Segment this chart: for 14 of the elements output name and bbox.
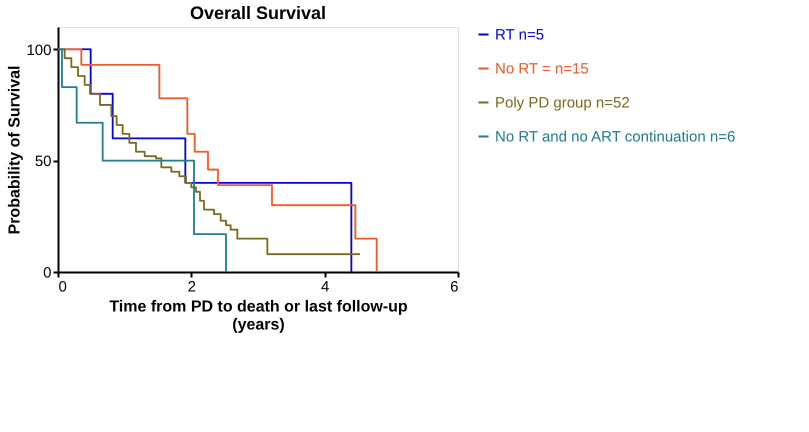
y-tick-label: 50 [34, 153, 52, 170]
chart-title: Overall Survival [190, 3, 326, 23]
legend-label: No RT and no ART continuation n=6 [495, 128, 736, 146]
x-tick-label: 4 [320, 278, 330, 296]
y-tick-label: 0 [43, 264, 52, 282]
legend-label: Poly PD group n=52 [495, 94, 630, 112]
x-tick-label: 2 [188, 278, 196, 296]
y-tick-label: 100 [26, 42, 52, 59]
x-axis-title: Time from PD to death or last follow-up (years) [109, 298, 408, 334]
x-tick-label: 6 [450, 278, 458, 296]
legend-label: RT n=5 [495, 26, 544, 44]
y-axis-title: Probability of Survival [6, 66, 24, 234]
x-tick-label: 0 [58, 278, 67, 296]
legend-label: No RT = n=15 [495, 60, 589, 78]
